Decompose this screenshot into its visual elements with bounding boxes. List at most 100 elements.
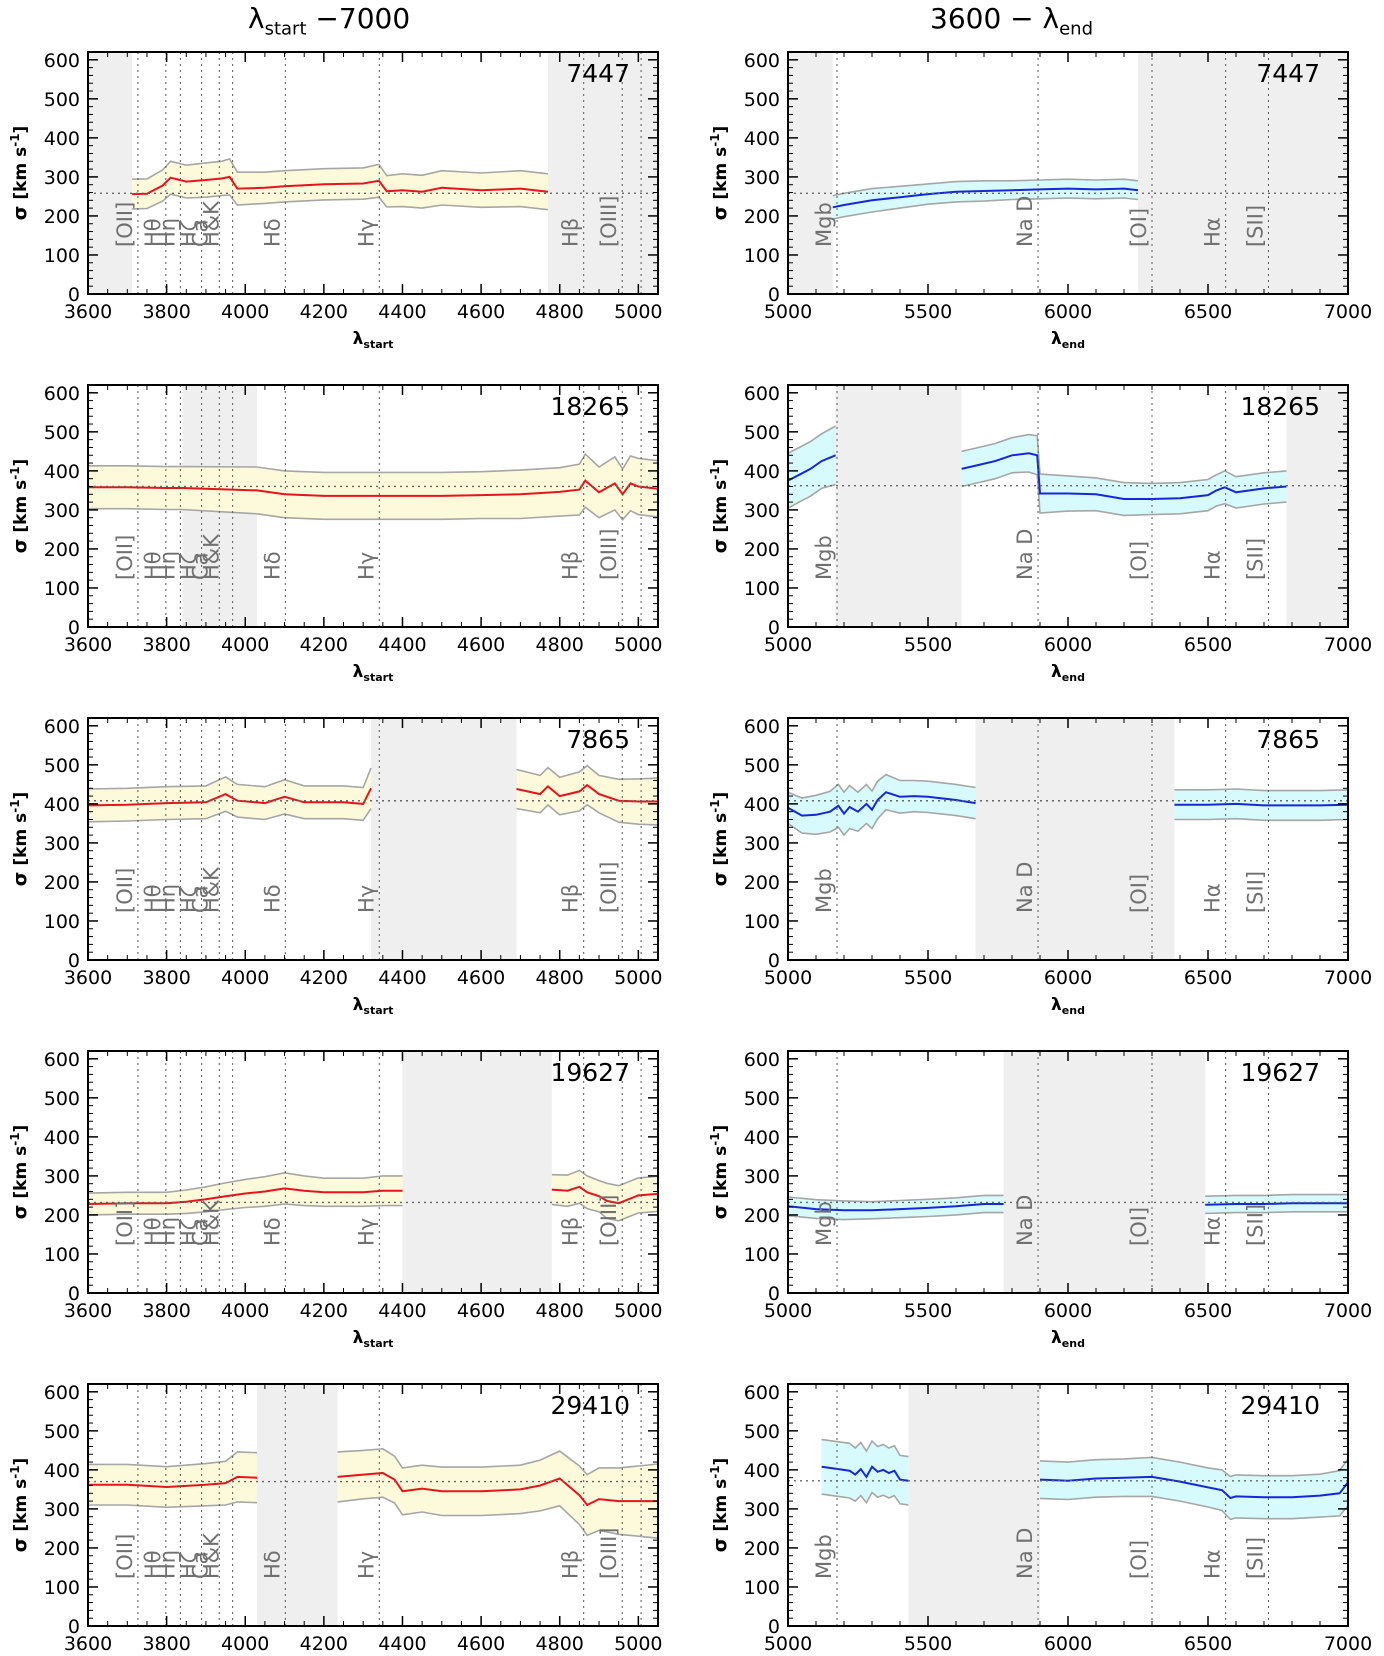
panel-right-7447: Mgb Na D [OI] Hα [SII] 0 100 200 300 400 500 600 500… bbox=[708, 50, 1372, 351]
panel-plot-area: Mgb Na D [OI] Hα [SII] bbox=[788, 1384, 1348, 1626]
y-tick-label: 200 bbox=[744, 206, 780, 228]
y-axis-label-unit: [km s bbox=[711, 480, 731, 539]
x-axis-label-subscript: end bbox=[1062, 1004, 1085, 1017]
spectral-line-label: [SII] bbox=[1243, 1537, 1267, 1579]
x-tick-label: 6500 bbox=[1184, 634, 1232, 656]
y-tick-label: 300 bbox=[744, 833, 780, 855]
x-tick-label: 4200 bbox=[300, 301, 348, 323]
galaxy-id-label: 7865 bbox=[566, 725, 630, 754]
x-tick-label: 6500 bbox=[1184, 1300, 1232, 1322]
x-tick-label: 5000 bbox=[614, 634, 662, 656]
sigma-series-line bbox=[1205, 1202, 1348, 1206]
x-tick-label: 5500 bbox=[904, 634, 952, 656]
left-column-title: λstart −7000 bbox=[248, 2, 410, 40]
x-tick-label: 7000 bbox=[1324, 967, 1372, 989]
spectral-line-label: [OIII] bbox=[597, 862, 621, 914]
spectral-line-label: Ca bbox=[188, 1551, 212, 1579]
y-tick-label: 200 bbox=[744, 872, 780, 894]
x-tick-label: 4800 bbox=[536, 967, 584, 989]
x-tick-label: 4400 bbox=[378, 1300, 426, 1322]
band-upper-edge bbox=[1174, 788, 1348, 792]
y-tick-label: 0 bbox=[768, 1283, 780, 1305]
band-upper-edge bbox=[88, 767, 372, 790]
band-lower-edge bbox=[1205, 1211, 1348, 1215]
band-upper-edge bbox=[131, 157, 548, 180]
y-tick-label: 400 bbox=[744, 794, 780, 816]
y-tick-label: 100 bbox=[744, 245, 780, 267]
x-axis-label: λend bbox=[1051, 1328, 1085, 1350]
x-tick-label: 4200 bbox=[300, 634, 348, 656]
sigma-series-line bbox=[1039, 1475, 1348, 1500]
spectral-line-label: Mgb bbox=[812, 202, 836, 247]
spectral-line-label: Hδ bbox=[260, 551, 284, 580]
y-tick-label: 300 bbox=[744, 167, 780, 189]
x-tick-label: 4000 bbox=[221, 967, 269, 989]
band-lower-edge bbox=[88, 506, 658, 521]
y-tick-label: 500 bbox=[744, 1088, 780, 1110]
y-tick-label: 500 bbox=[744, 755, 780, 777]
right-title-subscript: end bbox=[1059, 18, 1094, 40]
y-tick-label: 0 bbox=[68, 1616, 80, 1638]
spectral-line-label: Mgb bbox=[812, 868, 836, 913]
y-tick-label: 600 bbox=[44, 1049, 80, 1071]
spectral-line-label: Hβ bbox=[559, 1550, 583, 1579]
error-band bbox=[337, 1448, 658, 1539]
y-tick-label: 500 bbox=[744, 422, 780, 444]
y-tick-label: 500 bbox=[744, 89, 780, 111]
band-upper-edge bbox=[832, 178, 1139, 197]
x-tick-label: 4600 bbox=[457, 1633, 505, 1655]
spectral-line-label: [SII] bbox=[1243, 538, 1267, 580]
y-tick-label: 100 bbox=[44, 1577, 80, 1599]
y-axis-label-symbol: σ bbox=[9, 872, 31, 887]
sigma-series-line bbox=[788, 791, 976, 817]
y-tick-label: 600 bbox=[44, 1382, 80, 1404]
left-title-range: −7000 bbox=[306, 2, 411, 35]
x-tick-label: 3600 bbox=[64, 1300, 112, 1322]
y-axis-label-unit: [km s bbox=[11, 813, 31, 872]
spectral-line-label: Hγ bbox=[354, 1551, 378, 1579]
x-axis-label-symbol: λ bbox=[1051, 995, 1062, 1015]
y-tick-label: 200 bbox=[44, 1538, 80, 1560]
y-tick-label: 100 bbox=[744, 1577, 780, 1599]
x-tick-label: 5500 bbox=[904, 301, 952, 323]
x-tick-label: 5500 bbox=[904, 967, 952, 989]
spectral-line-label: Hδ bbox=[260, 1550, 284, 1579]
y-axis-label-exponent: -1 bbox=[708, 133, 722, 146]
error-band bbox=[516, 765, 658, 825]
y-tick-label: 100 bbox=[744, 1244, 780, 1266]
x-tick-label: 7000 bbox=[1324, 301, 1372, 323]
spectral-line-label: [OI] bbox=[1127, 1540, 1151, 1579]
x-tick-label: 4800 bbox=[536, 1633, 584, 1655]
y-tick-label: 500 bbox=[44, 755, 80, 777]
excluded-region bbox=[257, 1384, 338, 1626]
band-upper-edge bbox=[1205, 1193, 1348, 1197]
spectral-line-label: Hθ bbox=[141, 1217, 165, 1246]
y-tick-label: 300 bbox=[44, 167, 80, 189]
y-axis-label: σ [km s-1] bbox=[8, 126, 31, 221]
spectral-line-label: Hζ bbox=[177, 553, 201, 580]
x-tick-label: 4200 bbox=[300, 1633, 348, 1655]
x-tick-label: 4400 bbox=[378, 301, 426, 323]
y-tick-label: 600 bbox=[744, 716, 780, 738]
spectral-line-label: Hβ bbox=[559, 1217, 583, 1246]
x-axis-label-symbol: λ bbox=[353, 662, 364, 682]
band-upper-edge bbox=[88, 1171, 403, 1194]
x-tick-label: 4600 bbox=[457, 301, 505, 323]
excluded-region bbox=[402, 1051, 552, 1293]
spectral-line-label: Hθ bbox=[141, 884, 165, 913]
galaxy-id-label: 7447 bbox=[1256, 59, 1320, 88]
spectral-line-label: Hθ bbox=[141, 218, 165, 247]
x-axis-label: λend bbox=[1051, 995, 1085, 1017]
excluded-region bbox=[975, 718, 1175, 960]
y-tick-label: 100 bbox=[44, 245, 80, 267]
spectral-line-label: Hδ bbox=[260, 218, 284, 247]
y-tick-label: 0 bbox=[768, 617, 780, 639]
band-lower-edge bbox=[832, 197, 1139, 220]
y-axis-label-exponent: -1 bbox=[8, 1132, 22, 1145]
band-upper-edge bbox=[88, 452, 658, 474]
band-lower-edge bbox=[1174, 817, 1348, 822]
spectral-line-label: Hδ bbox=[260, 884, 284, 913]
